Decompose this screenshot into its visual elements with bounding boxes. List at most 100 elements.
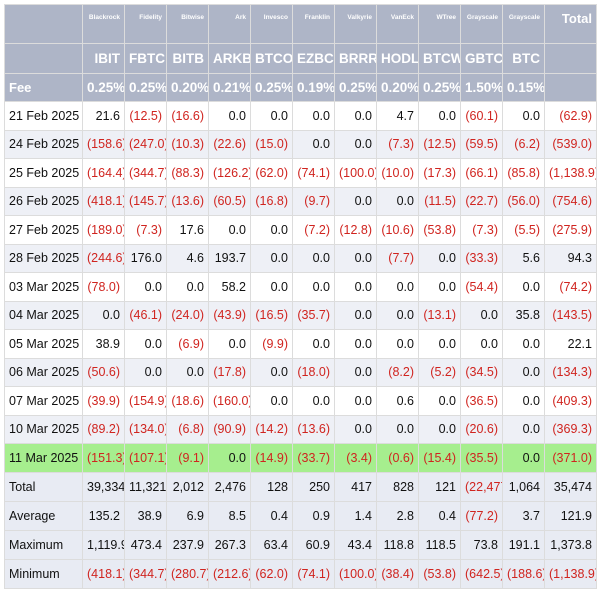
flow-cell: 0.0 xyxy=(250,386,293,416)
summary-total-cell: (1,138.9) xyxy=(544,558,597,589)
date-cell: 04 Mar 2025 xyxy=(4,300,83,330)
flow-cell: (33.3) xyxy=(460,243,503,273)
date-cell: 03 Mar 2025 xyxy=(4,272,83,302)
flow-cell: 193.7 xyxy=(208,243,251,273)
flow-cell: 0.0 xyxy=(418,386,461,416)
flow-cell: 0.0 xyxy=(502,101,545,131)
issuer-header-row: Blackrock Fidelity Bitwise Ark Invesco F… xyxy=(4,4,597,44)
summary-cell: (77.2) xyxy=(460,500,503,531)
flow-cell: (22.6) xyxy=(208,129,251,159)
flow-cell: (164.4) xyxy=(82,158,125,188)
flow-cell: (6.8) xyxy=(166,414,209,444)
flow-cell: (10.3) xyxy=(166,129,209,159)
daily-flow-row: 26 Feb 2025 (418.1) (145.7) (13.6) (60.5) (16… xyxy=(4,186,597,216)
flow-cell: (12.5) xyxy=(418,129,461,159)
flow-cell: 0.0 xyxy=(460,329,503,359)
fee-cell: 0.19% xyxy=(292,73,335,102)
flow-cell: 35.8 xyxy=(502,300,545,330)
flow-cell: (189.0) xyxy=(82,215,125,245)
issuer-cell: Blackrock xyxy=(82,4,125,44)
flow-cell: (59.5) xyxy=(460,129,503,159)
flow-cell: (14.2) xyxy=(250,414,293,444)
flow-cell: 0.0 xyxy=(376,272,419,302)
summary-cell: 135.2 xyxy=(82,500,125,531)
summary-cell: 39,334 xyxy=(82,471,125,502)
summary-cell: 8.5 xyxy=(208,500,251,531)
issuer-cell: Franklin xyxy=(292,4,335,44)
flow-cell: (12.5) xyxy=(124,101,167,131)
daily-flow-row: 28 Feb 2025 (244.6) 176.0 4.6 193.7 0.0 0.0 0.0… xyxy=(4,243,597,273)
row-total-cell: (539.0) xyxy=(544,129,597,159)
summary-cell: (53.8) xyxy=(418,558,461,589)
summary-cell: (22,477) xyxy=(460,471,503,502)
flow-cell: (13.6) xyxy=(166,186,209,216)
summary-cell: 0.4 xyxy=(250,500,293,531)
flow-cell: 0.0 xyxy=(82,300,125,330)
ticker-cell: IBIT xyxy=(82,43,125,74)
flow-cell: 0.0 xyxy=(208,215,251,245)
daily-flow-row: 25 Feb 2025 (164.4) (344.7) (88.3) (126.2) (6… xyxy=(4,158,597,188)
date-cell: 28 Feb 2025 xyxy=(4,243,83,273)
ticker-cell: EZBC xyxy=(292,43,335,74)
flow-cell: (24.0) xyxy=(166,300,209,330)
flow-cell: (13.6) xyxy=(292,414,335,444)
flow-cell: (3.4) xyxy=(334,443,377,473)
flow-cell: (33.7) xyxy=(292,443,335,473)
flow-cell: 0.0 xyxy=(292,129,335,159)
flow-cell: 17.6 xyxy=(166,215,209,245)
flow-cell: (16.5) xyxy=(250,300,293,330)
daily-flow-row: 05 Mar 2025 38.9 0.0 (6.9) 0.0 (9.9) 0.0 0.0 0.0… xyxy=(4,329,597,359)
flow-cell: (60.5) xyxy=(208,186,251,216)
fee-cell: 0.15% xyxy=(502,73,545,102)
row-total-cell: (409.3) xyxy=(544,386,597,416)
flow-cell: 0.0 xyxy=(250,101,293,131)
flow-cell: 0.0 xyxy=(502,414,545,444)
issuer-cell: Fidelity xyxy=(124,4,167,44)
flow-cell: (154.9) xyxy=(124,386,167,416)
row-total-cell: (74.2) xyxy=(544,272,597,302)
summary-cell: 38.9 xyxy=(124,500,167,531)
flow-cell: (78.0) xyxy=(82,272,125,302)
flow-cell: (17.8) xyxy=(208,357,251,387)
summary-cell: 73.8 xyxy=(460,529,503,560)
flow-cell: (247.0) xyxy=(124,129,167,159)
summary-row-minimum: Minimum (418.1) (344.7) (280.7) (212.6) (62.0… xyxy=(4,558,597,589)
flow-cell: 0.0 xyxy=(334,272,377,302)
flow-cell: (11.5) xyxy=(418,186,461,216)
etf-flows-table-container: Blackrock Fidelity Bitwise Ark Invesco F… xyxy=(4,4,597,589)
summary-cell: 6.9 xyxy=(166,500,209,531)
date-cell: 06 Mar 2025 xyxy=(4,357,83,387)
ticker-total-blank xyxy=(544,43,597,74)
summary-label: Total xyxy=(4,471,83,502)
flow-cell: (100.0) xyxy=(334,158,377,188)
flow-cell: (344.7) xyxy=(124,158,167,188)
summary-cell: 118.8 xyxy=(376,529,419,560)
fee-total-blank xyxy=(544,73,597,102)
summary-cell: 60.9 xyxy=(292,529,335,560)
flow-cell: 0.0 xyxy=(250,215,293,245)
fee-cell: 0.21% xyxy=(208,73,251,102)
summary-label: Minimum xyxy=(4,558,83,589)
row-total-cell: 22.1 xyxy=(544,329,597,359)
flow-cell: (10.0) xyxy=(376,158,419,188)
issuer-cell: Grayscale xyxy=(502,4,545,44)
summary-cell: (38.4) xyxy=(376,558,419,589)
summary-cell: (188.6) xyxy=(502,558,545,589)
flow-cell: (13.1) xyxy=(418,300,461,330)
summary-cell: 2,012 xyxy=(166,471,209,502)
flow-cell: 0.0 xyxy=(250,357,293,387)
flow-cell: (160.0) xyxy=(208,386,251,416)
date-cell: 25 Feb 2025 xyxy=(4,158,83,188)
summary-cell: (344.7) xyxy=(124,558,167,589)
flow-cell: 176.0 xyxy=(124,243,167,273)
flow-cell: 0.0 xyxy=(334,101,377,131)
flow-cell: (35.7) xyxy=(292,300,335,330)
row-total-cell: (371.0) xyxy=(544,443,597,473)
issuer-cell: Bitwise xyxy=(166,4,209,44)
ticker-cell: BTCO xyxy=(250,43,293,74)
corner-cell xyxy=(4,4,83,44)
flow-cell: 0.0 xyxy=(208,443,251,473)
daily-flow-row: 07 Mar 2025 (39.9) (154.9) (18.6) (160.0) 0.0… xyxy=(4,386,597,416)
ticker-header-row: IBIT FBTC BITB ARKB BTCO EZBC BRRR HODL … xyxy=(4,43,597,74)
summary-row-average: Average 135.2 38.9 6.9 8.5 0.4 0.9 1.4 2.8 0.4 (77… xyxy=(4,500,597,531)
